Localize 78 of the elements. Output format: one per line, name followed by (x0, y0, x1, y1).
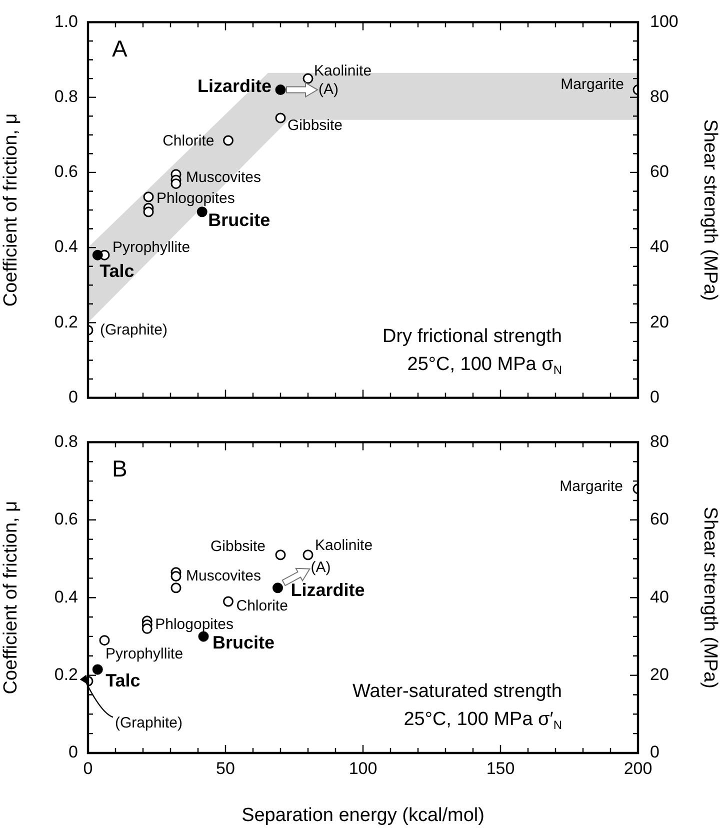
y-axis-title: Coefficient of friction, μ (0, 113, 22, 307)
annotation: Margarite (560, 76, 624, 93)
annotation: A (112, 36, 128, 62)
y-tick-label: 0.8 (54, 432, 78, 451)
annotation: Chlorite (236, 598, 288, 615)
annotation: Water-saturated strength (352, 681, 562, 702)
annotation: Talc (100, 261, 134, 282)
point (170, 570, 182, 582)
annotation: Pyrophyllite (112, 239, 190, 256)
annotation: Lizardite (290, 580, 365, 600)
y-tick-label: 0.4 (54, 237, 78, 256)
y2-tick-label: 20 (650, 664, 669, 684)
y2-tick-label: 80 (650, 87, 669, 106)
point (92, 250, 103, 260)
annotation: Brucite (212, 632, 275, 652)
y2-tick-label: 100 (650, 12, 678, 31)
y2-tick-label: 0 (650, 387, 660, 406)
point (92, 664, 103, 675)
annotation: Gibbsite (210, 538, 266, 556)
annotation: Kaolinite (315, 537, 373, 554)
point (196, 206, 208, 218)
annotation: Chlorite (162, 132, 214, 150)
annotation: Brucite (208, 210, 270, 230)
x-tick-label: 200 (624, 758, 652, 778)
annotation: Phlogopites (155, 616, 234, 633)
y2-tick-label: 60 (650, 162, 669, 182)
annotation: Dry frictional strength (382, 326, 562, 348)
point (223, 135, 234, 146)
y-tick-label: 0.6 (54, 162, 78, 182)
annotation: Talc (106, 670, 140, 690)
y-tick-label: 0.2 (54, 664, 78, 684)
y2-axis-title: Shear strength (MPa) (699, 506, 720, 688)
annotation: Kaolinite (314, 62, 372, 80)
annotation: Lizardite (197, 76, 272, 96)
annotation: Phlogopites (156, 190, 235, 207)
point (302, 73, 314, 84)
annotation: (A) (318, 80, 338, 98)
point (275, 112, 286, 124)
annotation: (Graphite) (100, 321, 168, 338)
y2-tick-label: 80 (650, 432, 669, 451)
y-axis-title: Coefficient of friction, μ (0, 500, 22, 694)
point (142, 623, 152, 634)
point (302, 550, 314, 560)
y2-tick-label: 20 (650, 312, 669, 332)
annotation: (Graphite) (115, 714, 183, 732)
y2-axis-title: Shear strength (MPa) (699, 119, 720, 301)
x-tick-label: 100 (348, 758, 378, 778)
annotation: Muscovites (186, 169, 262, 186)
point (143, 206, 154, 218)
annotation: Gibbsite (288, 117, 343, 134)
point (99, 635, 110, 646)
x-tick-label: 150 (486, 758, 515, 778)
y-tick-label: 0.4 (54, 587, 78, 606)
x-tick-label: 0 (83, 758, 93, 778)
y-tick-label: 0.8 (54, 87, 78, 106)
point (143, 192, 154, 202)
annotation: B (112, 456, 128, 482)
annotation: Margarite (560, 478, 624, 495)
point (275, 84, 286, 96)
y2-tick-label: 40 (650, 587, 669, 606)
y-tick-label: 0.6 (54, 510, 78, 529)
y2-tick-label: 60 (650, 510, 669, 529)
point (170, 582, 182, 594)
y2-tick-label: 40 (650, 237, 669, 256)
annotation: (A) (310, 559, 331, 576)
y-tick-label: 0 (68, 742, 78, 762)
point (170, 178, 182, 189)
y2-tick-label: 0 (650, 742, 660, 762)
point (223, 596, 234, 607)
x-axis-title: Separation energy (kcal/mol) (242, 804, 484, 826)
y-tick-label: 1.0 (54, 12, 78, 31)
point (275, 550, 286, 560)
y-tick-label: 0 (68, 387, 78, 406)
annotation: Pyrophyllite (106, 645, 184, 662)
annotation: Muscovites (186, 567, 262, 584)
point (272, 582, 283, 594)
x-tick-label: 50 (216, 758, 235, 778)
y-tick-label: 0.2 (54, 312, 78, 332)
